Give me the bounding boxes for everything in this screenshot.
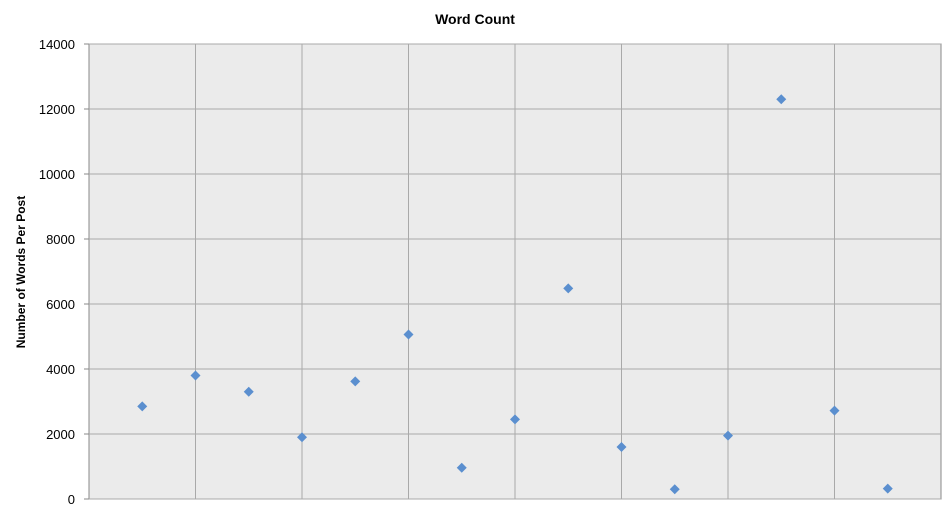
data-point: [510, 414, 520, 425]
y-axis-label: Number of Words Per Post: [14, 196, 28, 348]
grid-lines: [89, 43, 941, 500]
chart-title: Word Count: [435, 11, 515, 27]
data-point: [616, 442, 627, 452]
y-tick-label: 2000: [46, 427, 75, 442]
y-tick-label: 6000: [46, 297, 75, 312]
data-point: [137, 401, 148, 412]
data-point: [403, 329, 414, 340]
data-point: [243, 386, 254, 397]
y-tick-label: 0: [68, 492, 75, 507]
data-point: [297, 432, 307, 443]
data-points: [137, 94, 893, 495]
y-tick-label: 4000: [46, 362, 75, 377]
data-point: [350, 376, 361, 387]
data-point: [723, 430, 733, 441]
data-point: [882, 483, 893, 494]
data-point: [776, 94, 787, 105]
y-tick-label: 10000: [39, 167, 75, 182]
data-point: [190, 370, 201, 381]
y-axis-ticks: 0 2000 4000 6000 8000 10000 12000 14000: [39, 37, 89, 507]
data-point: [829, 405, 840, 416]
y-tick-label: 12000: [39, 102, 75, 117]
y-tick-label: 8000: [46, 232, 75, 247]
y-tick-label: 14000: [39, 37, 75, 52]
data-point: [563, 283, 574, 294]
data-point: [669, 484, 680, 495]
data-point: [456, 462, 467, 473]
